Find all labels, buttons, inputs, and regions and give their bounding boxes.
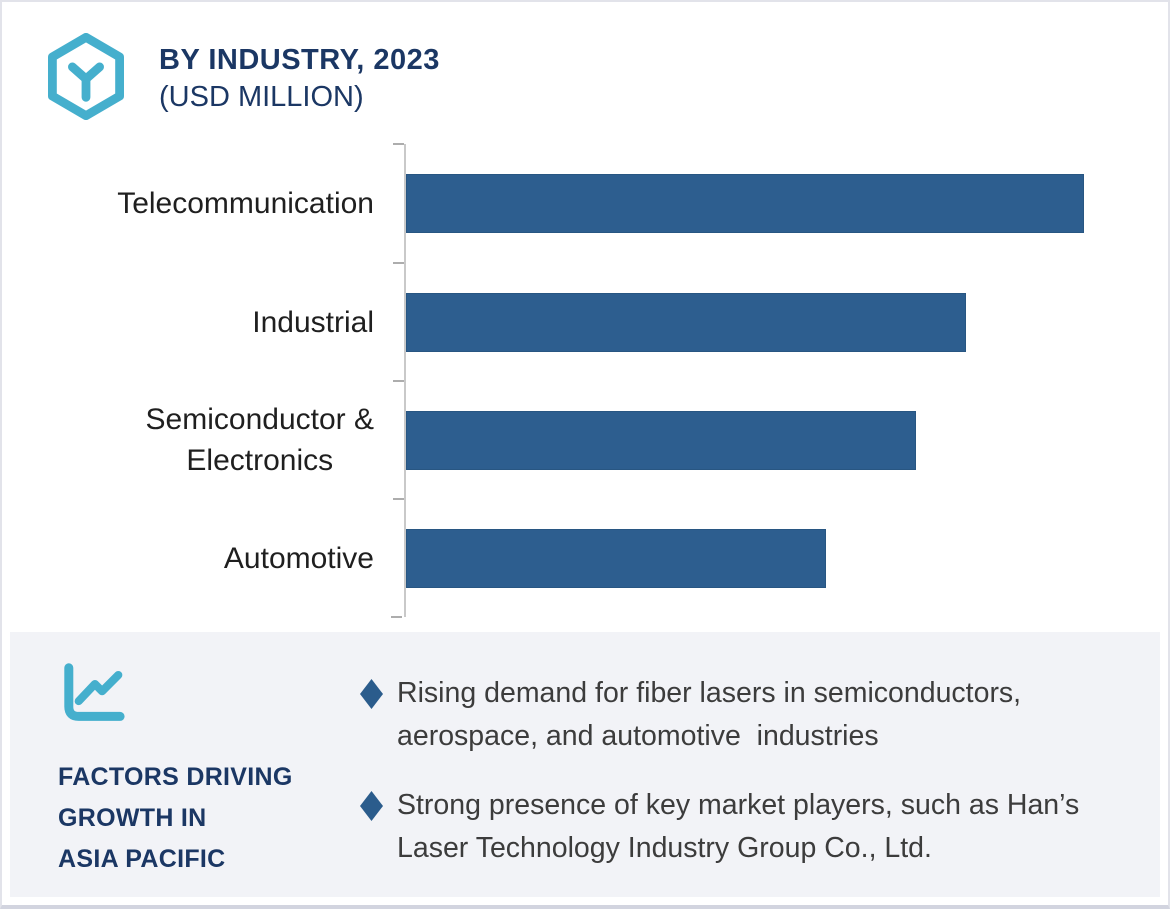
- bar: [406, 410, 916, 470]
- diamond-bullet-icon: [360, 679, 383, 709]
- bar: [406, 528, 826, 588]
- factors-heading-line: FACTORS DRIVING: [58, 763, 293, 791]
- factors-bullet-list: Rising demand for fiber lasers in semico…: [360, 660, 1120, 897]
- line-chart-icon: [64, 663, 125, 721]
- chart-row: Automotive: [2, 498, 1168, 617]
- bar-cell: [393, 380, 1168, 499]
- list-item: Rising demand for fiber lasers in semico…: [360, 672, 1120, 758]
- category-label: Semiconductor & Electronics: [145, 403, 374, 477]
- chart-row: Industrial: [2, 262, 1168, 381]
- factors-left-column: FACTORS DRIVING GROWTH IN ASIA PACIFIC: [58, 660, 360, 897]
- category-label: Automotive: [223, 541, 374, 575]
- bar-cell: [393, 262, 1168, 381]
- chart-row: Semiconductor & Electronics: [2, 380, 1168, 499]
- hexagon-y-logo-icon: [48, 33, 124, 120]
- bar: [406, 174, 1084, 233]
- bar-cell: [393, 143, 1168, 263]
- chart-header: BY INDUSTRY, 2023 (USD MILLION): [2, 2, 1168, 144]
- diamond-bullet-icon: [360, 791, 383, 821]
- bar-chart: Telecommunication Industrial Semiconductor…: [2, 143, 1168, 618]
- bar-cell: [393, 498, 1168, 617]
- factors-heading-line: ASIA PACIFIC: [58, 845, 226, 873]
- bar: [406, 292, 967, 352]
- chart-title: BY INDUSTRY, 2023: [159, 44, 440, 76]
- factors-panel: FACTORS DRIVING GROWTH IN ASIA PACIFIC R…: [10, 632, 1160, 897]
- category-label: Industrial: [252, 305, 374, 339]
- bullet-text: Strong presence of key market players, s…: [397, 789, 1088, 864]
- factors-heading: FACTORS DRIVING GROWTH IN ASIA PACIFIC: [58, 757, 360, 880]
- factors-heading-line: GROWTH IN: [58, 804, 207, 832]
- list-item: Strong presence of key market players, s…: [360, 784, 1120, 870]
- chart-subtitle: (USD MILLION): [159, 81, 364, 113]
- category-label: Telecommunication: [117, 187, 374, 220]
- bullet-text: Rising demand for fiber lasers in semico…: [397, 677, 1030, 752]
- chart-row: Telecommunication: [2, 143, 1168, 263]
